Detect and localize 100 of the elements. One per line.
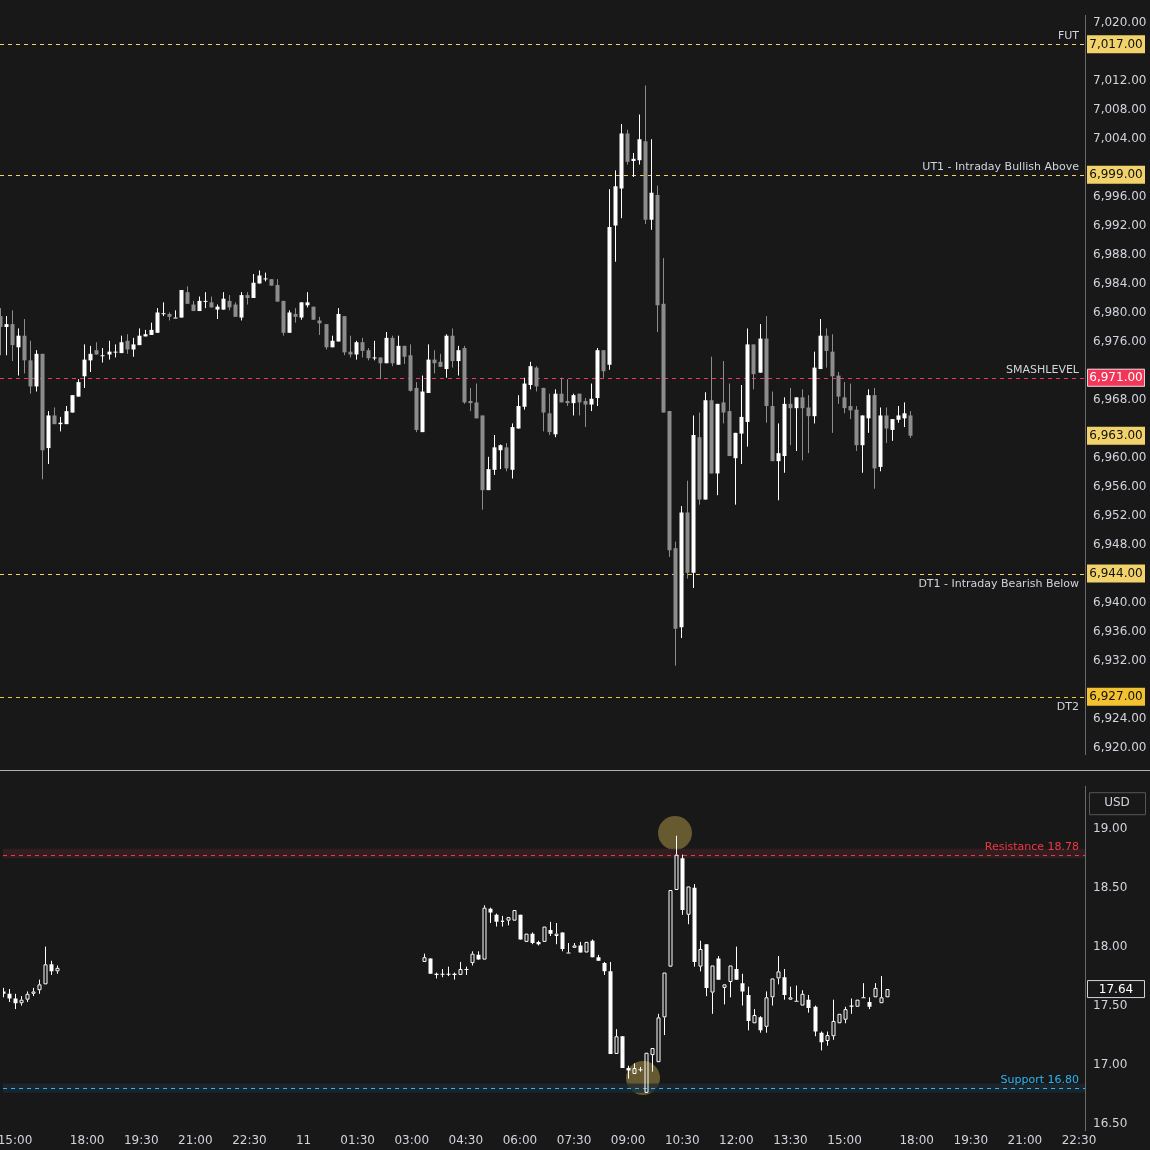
y-tick-label: 6,940.00 <box>1093 594 1147 609</box>
y-tick-label: 16.50 <box>1093 1115 1128 1130</box>
y-tick-label: 7,020.00 <box>1093 14 1147 29</box>
candlestick <box>131 337 136 358</box>
x-tick-label: 15:00 <box>827 1132 862 1147</box>
y-tick-label: 18.50 <box>1093 879 1128 894</box>
candlestick <box>559 377 564 403</box>
candlestick <box>522 377 527 411</box>
candlestick <box>879 975 884 1004</box>
candlestick <box>806 394 811 454</box>
ref-line-label: DT2 <box>1056 699 1079 713</box>
y-tick-label: 6,956.00 <box>1093 478 1147 493</box>
text: 6,971.00 <box>1089 370 1143 385</box>
y-tick-label: 6,924.00 <box>1093 710 1147 725</box>
y-tick-label: 19.00 <box>1093 820 1128 835</box>
candlestick <box>43 946 48 985</box>
candlestick <box>674 835 679 890</box>
candlestick <box>589 383 594 412</box>
candlestick <box>275 278 280 303</box>
candlestick <box>348 335 353 358</box>
y-tick-label: 6,968.00 <box>1093 391 1147 406</box>
x-tick-label: 22:30 <box>232 1132 267 1147</box>
x-tick-label: 18:00 <box>899 1132 934 1147</box>
candlestick <box>486 456 491 491</box>
x-tick-label: 03:00 <box>394 1132 430 1147</box>
candlestick <box>4 315 9 356</box>
candlestick <box>836 371 841 405</box>
candlestick <box>542 926 547 942</box>
x-tick-label: 18:00 <box>69 1132 105 1147</box>
y-tick-label: 7,008.00 <box>1093 101 1147 116</box>
x-tick-label: 19:30 <box>953 1132 989 1147</box>
candlestick <box>722 984 727 1005</box>
y-tick-label: 6,984.00 <box>1093 275 1147 290</box>
y-tick-label: 6,936.00 <box>1093 623 1147 638</box>
text: 6,927.00 <box>1089 689 1143 704</box>
ref-line-label: SMASHLEVEL <box>1006 362 1080 376</box>
candlestick <box>324 323 329 350</box>
candlestick <box>885 989 890 998</box>
x-tick-label: 19:30 <box>123 1132 159 1147</box>
candlestick <box>203 291 208 309</box>
candlestick <box>566 942 571 954</box>
x-tick-label: 10:30 <box>664 1132 700 1147</box>
candlestick <box>908 410 913 439</box>
candlestick <box>372 340 377 361</box>
x-tick-label: 22:30 <box>1061 1132 1097 1147</box>
candlestick <box>873 982 878 998</box>
candlestick <box>82 343 87 389</box>
x-tick-label: 04:30 <box>448 1132 484 1147</box>
candlestick <box>800 388 805 461</box>
candlestick <box>534 365 539 393</box>
candlestick <box>668 889 673 967</box>
candlestick <box>884 406 889 444</box>
candlestick <box>173 309 178 319</box>
candlestick <box>848 383 853 420</box>
y-tick-label: 6,988.00 <box>1093 246 1147 261</box>
candlestick <box>782 968 787 1001</box>
candlestick <box>498 443 503 470</box>
candlestick <box>572 942 577 948</box>
y-tick-label: 6,932.00 <box>1093 652 1147 667</box>
y-tick-label: 6,976.00 <box>1093 333 1147 348</box>
y-tick-label: 6,960.00 <box>1093 449 1147 464</box>
candlestick <box>583 397 588 428</box>
candlestick <box>354 340 359 361</box>
ref-line-label: Resistance 18.78 <box>984 839 1079 853</box>
candlestick <box>902 401 907 428</box>
candlestick <box>317 316 322 336</box>
candlestick <box>474 383 479 419</box>
candlestick <box>842 381 847 414</box>
text: 6,963.00 <box>1089 428 1143 443</box>
candlestick <box>161 301 166 317</box>
y-tick-label: 6,948.00 <box>1093 536 1147 551</box>
x-tick-label: 21:00 <box>1007 1132 1043 1147</box>
ref-line-label: DT1 - Intraday Bearish Below <box>918 576 1079 590</box>
candlestick <box>794 396 799 452</box>
candlestick <box>547 393 552 436</box>
candlestick <box>861 982 866 999</box>
x-tick-label: 01:30 <box>340 1132 375 1147</box>
candlestick <box>125 333 130 355</box>
x-tick-label: 12:00 <box>719 1132 754 1147</box>
text: USD <box>1104 795 1130 810</box>
x-tick-label: 07:30 <box>556 1132 592 1147</box>
candlestick <box>378 356 383 380</box>
y-tick-label: 6,952.00 <box>1093 507 1147 522</box>
y-tick-label: 17.00 <box>1093 1056 1128 1071</box>
candlestick <box>155 307 160 334</box>
candlestick <box>100 347 105 364</box>
candlestick <box>728 965 733 998</box>
ref-line-label: FUT <box>1057 28 1080 42</box>
candlestick <box>716 955 721 981</box>
text: 6,944.00 <box>1089 566 1143 581</box>
ref-line-label: UT1 - Intraday Bullish Above <box>922 159 1080 173</box>
candlestick <box>528 361 533 390</box>
y-tick-label: 6,992.00 <box>1093 217 1147 232</box>
candlestick <box>251 273 256 299</box>
candlestick <box>560 931 565 952</box>
candlestick <box>601 349 606 379</box>
candlestick <box>456 345 461 377</box>
candlestick <box>10 309 15 362</box>
text: 7,017.00 <box>1089 36 1143 51</box>
x-tick-label: 11 <box>295 1132 312 1147</box>
